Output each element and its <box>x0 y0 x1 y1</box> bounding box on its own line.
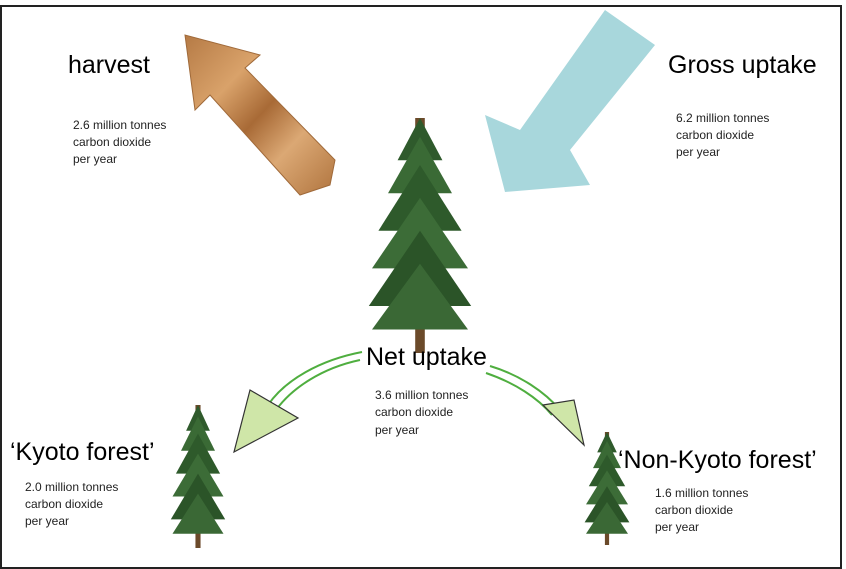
node-detail: per year <box>676 145 720 159</box>
node-detail: per year <box>73 152 117 166</box>
harvest-arrow <box>184 34 336 196</box>
tree-kyoto <box>170 405 226 548</box>
uptake-arrow <box>485 10 655 192</box>
node-label: harvest <box>68 51 150 79</box>
node-detail: 6.2 million tonnes <box>676 111 769 125</box>
node-detail: carbon dioxide <box>375 405 453 419</box>
node-label: ‘Kyoto forest’ <box>10 438 155 466</box>
arrow-to-kyoto <box>233 351 363 454</box>
node-label: Gross uptake <box>668 51 817 79</box>
node-detail: 2.6 million tonnes <box>73 118 166 132</box>
node-detail: 2.0 million tonnes <box>25 480 118 494</box>
frame <box>0 5 842 569</box>
node-label: Net uptake <box>366 343 487 371</box>
node-detail: per year <box>655 520 699 534</box>
node-detail: carbon dioxide <box>655 503 733 517</box>
node-detail: 3.6 million tonnes <box>375 388 468 402</box>
arrow-to-non-kyoto <box>485 365 586 447</box>
node-detail: per year <box>375 423 419 437</box>
node-detail: 1.6 million tonnes <box>655 486 748 500</box>
node-detail: per year <box>25 514 69 528</box>
node-detail: carbon dioxide <box>676 128 754 142</box>
node-detail: carbon dioxide <box>25 497 103 511</box>
node-detail: carbon dioxide <box>73 135 151 149</box>
tree-large <box>368 118 472 353</box>
node-label: ‘Non-Kyoto forest’ <box>618 446 817 474</box>
